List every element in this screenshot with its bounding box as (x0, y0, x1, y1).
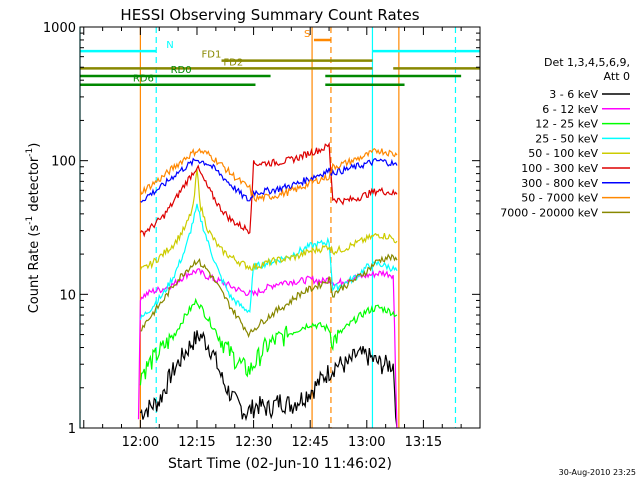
series-line-2 (139, 297, 398, 386)
axes-layer: 1 10 100 1000 12:00 12:15 12:30 12:45 13:00 13:15 (43, 21, 481, 450)
legend-label-3: 25 - 50 keV (535, 132, 598, 145)
legend: Det 1,3,4,5,6,9, Att 0 3 - 6 keV 6 - 12 k… (500, 56, 630, 219)
legend-header-1: Det 1,3,4,5,6,9, (544, 56, 630, 69)
y-tick-label-2: 100 (51, 155, 76, 170)
x-axis-label: Start Time (02-Jun-10 11:46:02) (168, 456, 392, 472)
legend-header-2: Att 0 (604, 70, 630, 83)
x-tick-label-1: 12:15 (178, 435, 215, 450)
legend-label-6: 300 - 800 keV (521, 177, 598, 190)
y-axis-label-sup2: -1 (25, 148, 35, 157)
y-axis-label: Count Rate (s-1 detector-1) (25, 143, 42, 314)
status-label-fd1: FD1 (202, 50, 222, 61)
status-label-rd6: RD6 (133, 74, 154, 85)
y-tick-label-0: 1 (68, 422, 76, 437)
series-layer (137, 141, 398, 429)
legend-label-4: 50 - 100 keV (528, 147, 598, 160)
y-axis-label-main: Count Rate (s (27, 225, 42, 314)
status-label-s: S (304, 29, 310, 40)
series-line-5 (139, 141, 398, 238)
legend-label-1: 6 - 12 keV (542, 103, 598, 116)
legend-label-0: 3 - 6 keV (549, 88, 598, 101)
x-tick-label-0: 12:00 (122, 435, 159, 450)
series-line-1 (137, 268, 398, 429)
status-label-fd2: FD2 (223, 57, 243, 68)
x-tick-label-4: 13:00 (348, 435, 385, 450)
chart-title: HESSI Observing Summary Count Rates (120, 6, 419, 24)
series-line-0 (139, 330, 398, 429)
legend-label-2: 12 - 25 keV (535, 118, 598, 131)
x-tick-label-3: 12:45 (291, 435, 328, 450)
y-tick-label-1: 10 (59, 288, 76, 303)
footer-timestamp: 30-Aug-2010 23:25 (559, 468, 636, 477)
legend-label-8: 7000 - 20000 keV (500, 206, 598, 219)
series-line-6 (140, 157, 398, 203)
y-tick-label-3: 1000 (43, 21, 76, 36)
legend-label-7: 50 - 7000 keV (521, 192, 598, 205)
legend-label-5: 100 - 300 keV (521, 162, 598, 175)
series-line-4 (139, 169, 398, 271)
status-label-rd0: RD0 (171, 65, 192, 76)
plot-frame (79, 26, 481, 429)
series-line-8 (140, 253, 398, 339)
y-axis-label-tail: detector (27, 156, 42, 216)
series-line-7 (139, 147, 398, 203)
y-axis-label-end: ) (27, 143, 42, 148)
x-tick-label-2: 12:30 (235, 435, 272, 450)
status-label-n: N (166, 40, 173, 51)
y-axis-label-sup: -1 (25, 216, 35, 225)
x-tick-label-5: 13:15 (405, 435, 442, 450)
